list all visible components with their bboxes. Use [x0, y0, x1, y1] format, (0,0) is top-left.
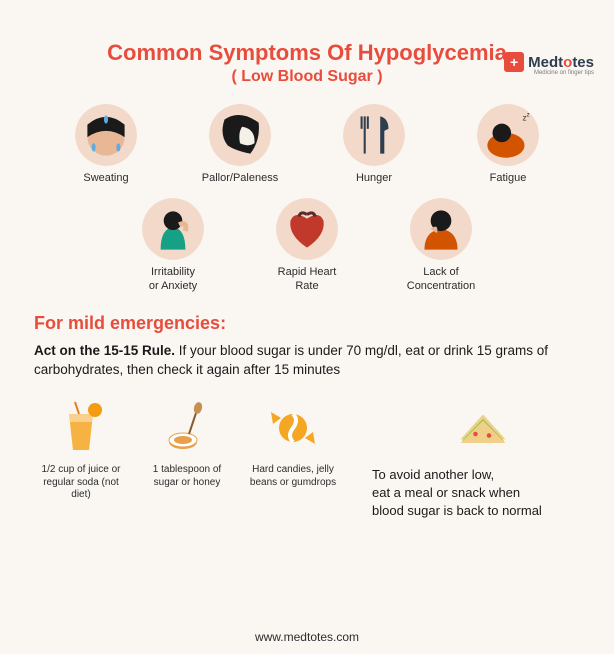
symptoms-grid: Sweating Pallor/Paleness Hunger zz Fatigue I…: [0, 104, 614, 293]
food-item: Hard candies, jelly beans or gumdrops: [246, 398, 340, 489]
food-icon: [263, 398, 323, 458]
symptom-label: Hunger: [356, 172, 392, 186]
food-label: Hard candies, jelly beans or gumdrops: [246, 464, 340, 489]
emergencies-heading: For mild emergencies:: [34, 313, 614, 334]
food-label: 1/2 cup of juice or regular soda (not di…: [34, 464, 128, 502]
food-icon: [157, 398, 217, 458]
symptom-label: Fatigue: [490, 172, 527, 186]
brand-logo: + Medtotes: [504, 52, 594, 72]
logo-plus-icon: +: [504, 52, 524, 72]
food-item: 1 tablespoon of sugar or honey: [140, 398, 234, 489]
symptom-icon: [276, 198, 338, 260]
symptom-icon: zz: [477, 104, 539, 166]
symptom-label: Irritabilityor Anxiety: [149, 266, 197, 294]
symptom-icon: [75, 104, 137, 166]
symptom-item: Rapid HeartRate: [262, 198, 352, 294]
symptom-item: Pallor/Paleness: [195, 104, 285, 186]
svg-text:z: z: [527, 111, 530, 118]
logo-tagline: Medicine on finger tips: [534, 70, 594, 76]
symptom-item: Sweating: [61, 104, 151, 186]
symptom-icon: [209, 104, 271, 166]
symptom-label: Lack ofConcentration: [407, 266, 476, 294]
symptom-label: Pallor/Paleness: [202, 172, 278, 186]
logo-text: Medtotes: [528, 54, 594, 71]
symptom-icon: [142, 198, 204, 260]
symptom-item: Lack ofConcentration: [396, 198, 486, 294]
symptom-label: Rapid HeartRate: [278, 266, 337, 294]
symptom-label: Sweating: [83, 172, 128, 186]
footer-url: www.medtotes.com: [0, 630, 614, 644]
symptom-icon: [410, 198, 472, 260]
symptoms-row-1: Sweating Pallor/Paleness Hunger zz Fatigue: [61, 104, 553, 186]
symptom-icon: [343, 104, 405, 166]
food-icon: [51, 398, 111, 458]
foods-row: 1/2 cup of juice or regular soda (not di…: [34, 398, 594, 521]
rule-bold: Act on the 15-15 Rule.: [34, 343, 175, 358]
symptom-item: Irritabilityor Anxiety: [128, 198, 218, 294]
meal-tip-block: To avoid another low,eat a meal or snack…: [352, 398, 594, 521]
rule-text: Act on the 15-15 Rule. If your blood sug…: [34, 342, 580, 380]
food-item: 1/2 cup of juice or regular soda (not di…: [34, 398, 128, 502]
symptom-item: Hunger: [329, 104, 419, 186]
symptom-item: zz Fatigue: [463, 104, 553, 186]
symptoms-row-2: Irritabilityor Anxiety Rapid HeartRate Lac…: [128, 198, 486, 294]
food-label: 1 tablespoon of sugar or honey: [140, 464, 234, 489]
meal-tip-text: To avoid another low,eat a meal or snack…: [372, 466, 594, 521]
sandwich-icon: [453, 398, 513, 458]
